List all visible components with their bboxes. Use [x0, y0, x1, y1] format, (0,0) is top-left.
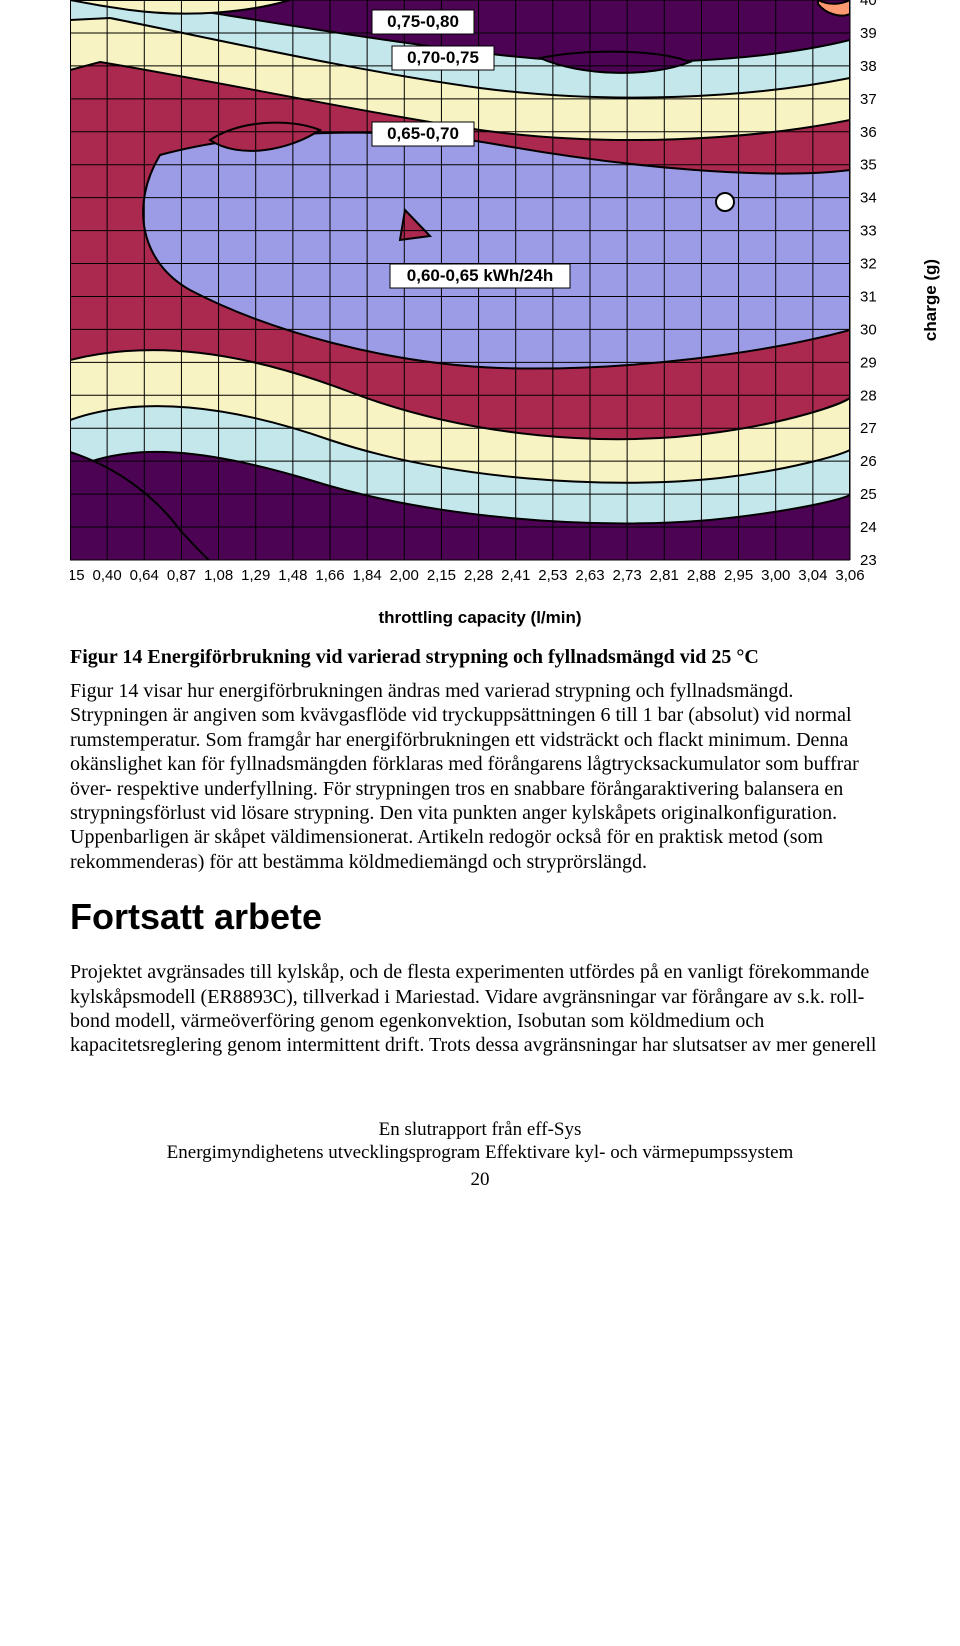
section-heading: Fortsatt arbete [70, 896, 890, 938]
y-tick-29: 29 [860, 354, 877, 371]
x-tick-12: 2,41 [501, 567, 530, 584]
y-tick-28: 28 [860, 387, 877, 404]
x-tick-2: 0,64 [130, 567, 159, 584]
y-tick-35: 35 [860, 157, 877, 174]
x-tick-19: 3,00 [761, 567, 790, 584]
footer: En slutrapport från eff-Sys Energimyndig… [70, 1118, 890, 1166]
x-tick-10: 2,15 [427, 567, 456, 584]
page-number: 20 [70, 1169, 890, 1191]
x-tick-5: 1,29 [241, 567, 270, 584]
x-tick-18: 2,95 [724, 567, 753, 584]
paragraph-1: Figur 14 visar hur energiförbrukningen ä… [70, 679, 890, 874]
x-tick-8: 1,84 [353, 567, 382, 584]
annotation-text-1: 0,70-0,75 [407, 48, 479, 67]
figure-caption: Figur 14 Energiförbrukning vid varierad … [70, 646, 890, 669]
footer-line-1: En slutrapport från eff-Sys [70, 1118, 890, 1142]
x-tick-15: 2,73 [613, 567, 642, 584]
footer-line-2: Energimyndighetens utvecklingsprogram Ef… [70, 1141, 890, 1165]
x-tick-17: 2,88 [687, 567, 716, 584]
x-tick-20: 3,04 [798, 567, 827, 584]
y-tick-33: 33 [860, 223, 877, 240]
x-tick-16: 2,81 [650, 567, 679, 584]
y-tick-36: 36 [860, 124, 877, 141]
x-tick-1: 0,40 [93, 567, 122, 584]
x-tick-14: 2,63 [575, 567, 604, 584]
x-tick-6: 1,48 [278, 567, 307, 584]
y-tick-31: 31 [860, 288, 877, 305]
x-axis-label: throttling capacity (l/min) [70, 608, 890, 628]
contour-svg: 0,75-0,80 0,70-0,75 0,65-0,70 0,60-0,65 kWh… [70, 0, 950, 604]
annotation-text-0: 0,75-0,80 [387, 12, 459, 31]
y-tick-38: 38 [860, 58, 877, 75]
paragraph-2: Projektet avgränsades till kylskåp, och … [70, 960, 890, 1058]
x-tick-21: 3,06 [835, 567, 864, 584]
y-tick-25: 25 [860, 486, 877, 503]
annotation-text-2: 0,65-0,70 [387, 124, 459, 143]
x-tick-4: 1,08 [204, 567, 233, 584]
annotation-text-3: 0,60-0,65 kWh/24h [407, 266, 553, 285]
y-axis-label: charge (g) [921, 259, 940, 341]
x-tick-7: 1,66 [315, 567, 344, 584]
energy-contour-chart: 0,75-0,80 0,70-0,75 0,65-0,70 0,60-0,65 kWh… [70, 0, 890, 628]
x-tick-0: 0,15 [70, 567, 85, 584]
y-tick-32: 32 [860, 256, 877, 273]
y-tick-34: 34 [860, 190, 877, 207]
y-tick-24: 24 [860, 519, 877, 536]
y-tick-39: 39 [860, 25, 877, 42]
x-tick-9: 2,00 [390, 567, 419, 584]
x-tick-11: 2,28 [464, 567, 493, 584]
y-tick-26: 26 [860, 453, 877, 470]
y-tick-30: 30 [860, 321, 877, 338]
y-tick-40: 40 [860, 0, 877, 9]
x-tick-3: 0,87 [167, 567, 196, 584]
x-tick-13: 2,53 [538, 567, 567, 584]
y-tick-37: 37 [860, 91, 877, 108]
original-config-marker [716, 193, 734, 211]
y-tick-27: 27 [860, 420, 877, 437]
